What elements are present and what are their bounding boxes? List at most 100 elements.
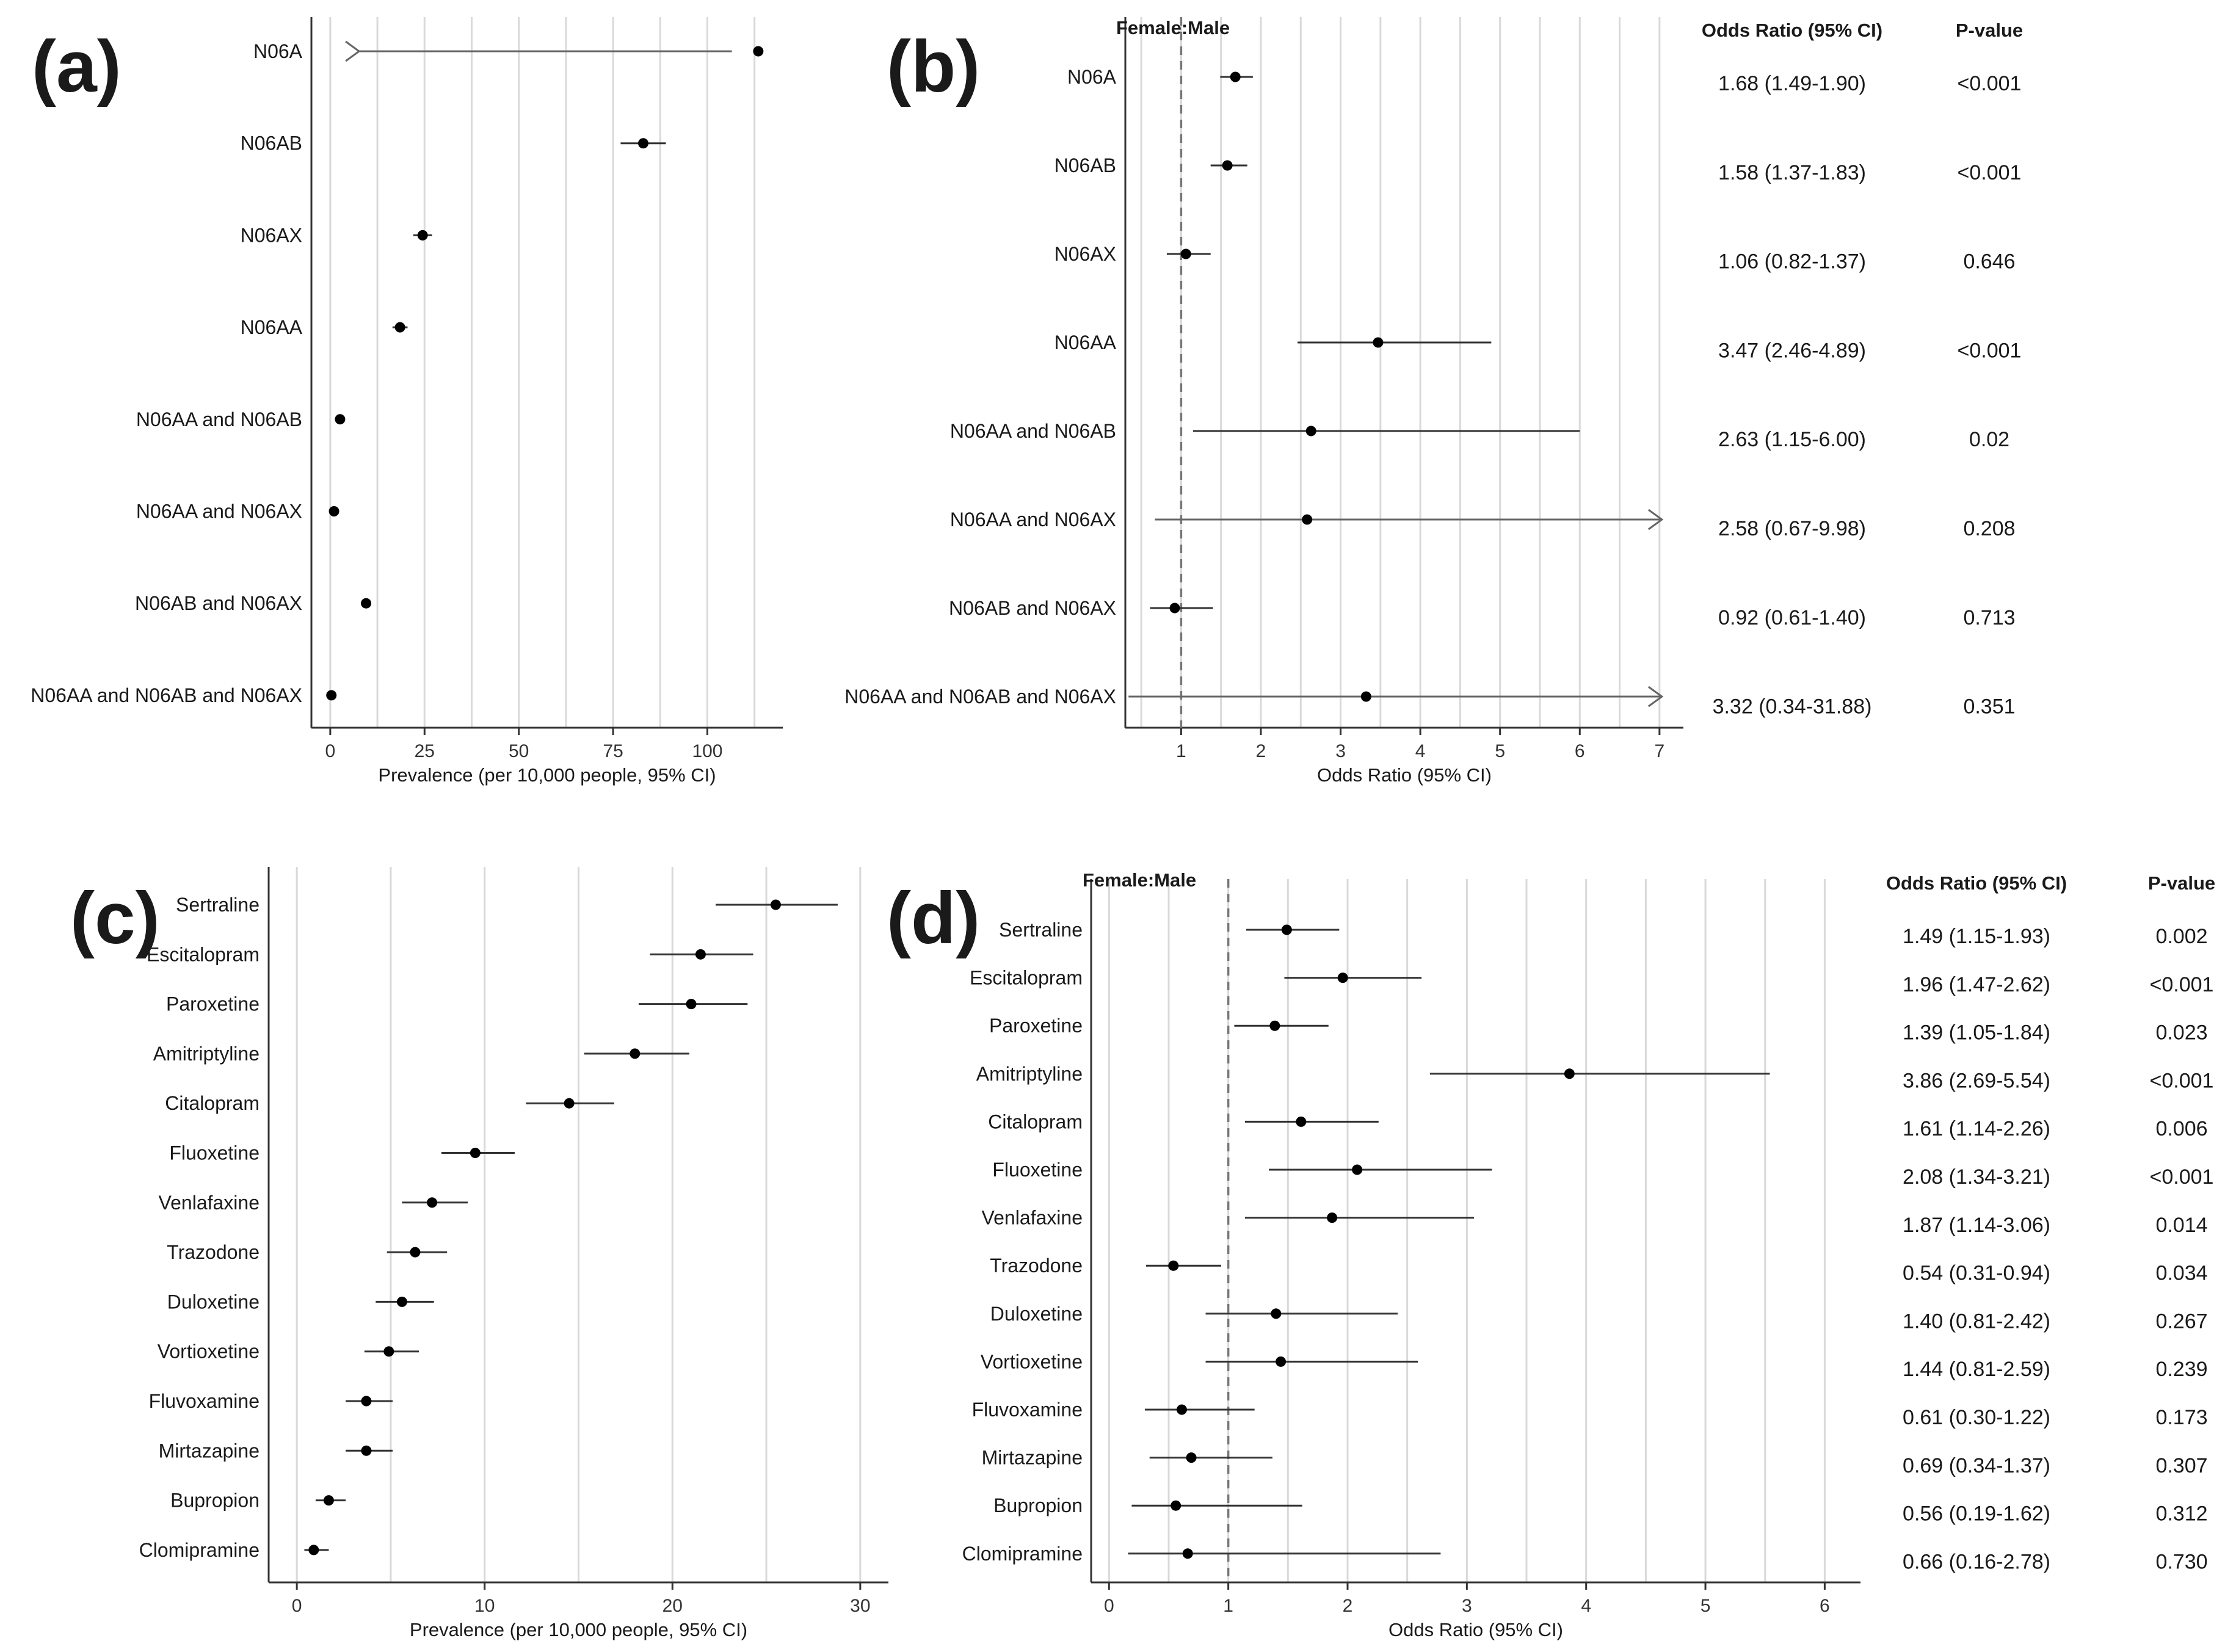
p-value-text: <0.001	[1958, 161, 2022, 184]
forest-row: Paroxetine	[166, 993, 748, 1015]
odds-ratio-text: 0.69 (0.34-1.37)	[1903, 1454, 2050, 1477]
point-estimate	[1222, 160, 1233, 171]
point-estimate	[308, 1545, 319, 1556]
x-tick-label: 75	[603, 741, 623, 761]
category-label: N06AA and N06AB	[950, 420, 1116, 442]
panel-label: (b)	[887, 26, 980, 107]
forest-row: Vortioxetine	[158, 1341, 419, 1363]
forest-row: Venlafaxine 1.87 (1.14-3.06) 0.014	[982, 1207, 2208, 1237]
table-header-odds-ratio: Odds Ratio (95% CI)	[1886, 872, 2067, 894]
forest-row: N06A	[253, 40, 764, 62]
x-tick-label: 5	[1495, 741, 1505, 761]
odds-ratio-text: 3.47 (2.46-4.89)	[1718, 339, 1866, 362]
x-axis-title: Odds Ratio (95% CI)	[1317, 764, 1492, 786]
forest-row: Clomipramine	[139, 1539, 329, 1561]
category-label: N06AA and N06AB	[136, 408, 302, 430]
panel-c: (c) 0 10 20 30 Prevalence (per 10,000 people,…	[70, 867, 888, 1640]
x-tick-label: 3	[1335, 741, 1346, 761]
point-estimate	[1281, 924, 1292, 935]
category-label: N06AA and N06AX	[136, 501, 302, 523]
category-label: Clomipramine	[139, 1539, 260, 1561]
odds-ratio-text: 0.56 (0.19-1.62)	[1903, 1502, 2050, 1526]
category-label: Mirtazapine	[982, 1447, 1083, 1469]
x-tick-label: 30	[850, 1596, 870, 1616]
forest-row: Mirtazapine	[159, 1440, 393, 1462]
point-estimate	[1360, 691, 1371, 702]
point-estimate	[630, 1048, 641, 1059]
category-label: N06A	[253, 40, 303, 62]
point-estimate	[1327, 1212, 1338, 1223]
point-estimate	[427, 1197, 438, 1208]
odds-ratio-text: 1.49 (1.15-1.93)	[1903, 925, 2050, 948]
p-value-text: 0.713	[1963, 606, 2015, 629]
forest-row: Fluoxetine 2.08 (1.34-3.21) <0.001	[992, 1159, 2213, 1189]
category-label: Sertraline	[999, 919, 1083, 941]
p-value-text: <0.001	[2150, 973, 2214, 996]
reference-label: Female:Male	[1083, 869, 1196, 891]
odds-ratio-text: 1.96 (1.47-2.62)	[1903, 973, 2050, 996]
x-axis-title: Prevalence (per 10,000 people, 95% CI)	[378, 764, 716, 786]
x-tick-label: 5	[1701, 1596, 1711, 1616]
odds-ratio-text: 1.06 (0.82-1.37)	[1718, 250, 1866, 274]
category-label: N06AB	[241, 132, 302, 154]
forest-row: Fluvoxamine 0.61 (0.30-1.22) 0.173	[972, 1399, 2208, 1429]
p-value-text: 0.02	[1969, 428, 2009, 451]
point-estimate	[1269, 1020, 1280, 1031]
category-label: Duloxetine	[167, 1291, 260, 1313]
point-estimate	[637, 138, 648, 149]
x-tick-label: 2	[1343, 1596, 1353, 1616]
forest-row: N06AA	[241, 316, 408, 338]
forest-row: Bupropion 0.56 (0.19-1.62) 0.312	[993, 1494, 2207, 1525]
x-tick-label: 20	[662, 1596, 683, 1616]
point-estimate	[1305, 426, 1316, 437]
panel-b: (b) 1 2 3 4 5 6 7 Odds Ratio (95% CI) Female:Male…	[844, 17, 2023, 786]
odds-ratio-text: 0.61 (0.30-1.22)	[1903, 1406, 2050, 1429]
forest-row: Amitriptyline	[153, 1043, 689, 1065]
odds-ratio-text: 1.40 (0.81-2.42)	[1903, 1310, 2050, 1333]
point-estimate	[1276, 1356, 1287, 1367]
point-estimate	[361, 1396, 372, 1407]
x-axis-title: Odds Ratio (95% CI)	[1388, 1619, 1563, 1640]
category-label: N06AX	[1054, 243, 1116, 265]
forest-row: N06AB and N06AX 0.92 (0.61-1.40) 0.713	[949, 597, 2016, 629]
p-value-text: 0.173	[2155, 1406, 2207, 1429]
odds-ratio-text: 1.68 (1.49-1.90)	[1718, 72, 1866, 95]
table-header-p-value: P-value	[1956, 20, 2023, 41]
category-label: Vortioxetine	[158, 1341, 260, 1363]
reference-label: Female:Male	[1116, 17, 1230, 38]
ci-arrow-head	[1647, 509, 1664, 531]
category-label: Fluoxetine	[169, 1142, 260, 1164]
point-estimate	[770, 899, 781, 910]
category-label: Escitalopram	[970, 967, 1083, 989]
p-value-text: <0.001	[1958, 339, 2022, 362]
x-tick-label: 0	[1104, 1596, 1114, 1616]
p-value-text: 0.307	[2155, 1454, 2207, 1477]
point-estimate	[470, 1148, 481, 1158]
odds-ratio-text: 2.58 (0.67-9.98)	[1718, 517, 1866, 540]
point-estimate	[361, 598, 372, 609]
forest-row: Mirtazapine 0.69 (0.34-1.37) 0.307	[982, 1447, 2208, 1477]
odds-ratio-text: 0.66 (0.16-2.78)	[1903, 1550, 2050, 1573]
forest-row: N06AX 1.06 (0.82-1.37) 0.646	[1054, 243, 2016, 274]
category-label: Clomipramine	[962, 1543, 1083, 1565]
forest-row: N06AA and N06AB	[136, 408, 346, 430]
category-label: Citalopram	[165, 1092, 260, 1114]
p-value-text: 0.002	[2155, 925, 2207, 948]
p-value-text: <0.001	[1958, 72, 2022, 95]
category-label: Amitriptyline	[976, 1063, 1083, 1085]
forest-row: N06AA and N06AB and N06AX	[31, 684, 337, 706]
point-estimate	[361, 1445, 372, 1456]
forest-row: Vortioxetine 1.44 (0.81-2.59) 0.239	[981, 1350, 2208, 1381]
forest-row: Duloxetine 1.40 (0.81-2.42) 0.267	[990, 1303, 2208, 1333]
forest-row: N06AA 3.47 (2.46-4.89) <0.001	[1054, 331, 2022, 362]
p-value-text: 0.351	[1963, 695, 2015, 719]
forest-row: Paroxetine 1.39 (1.05-1.84) 0.023	[989, 1015, 2208, 1044]
point-estimate	[1168, 1260, 1179, 1271]
point-estimate	[1373, 337, 1384, 348]
forest-row: N06AA and N06AB 2.63 (1.15-6.00) 0.02	[950, 420, 2009, 451]
point-estimate	[383, 1346, 394, 1357]
category-label: Fluvoxamine	[149, 1390, 260, 1412]
category-label: Citalopram	[988, 1110, 1083, 1132]
p-value-text: 0.646	[1963, 250, 2015, 274]
